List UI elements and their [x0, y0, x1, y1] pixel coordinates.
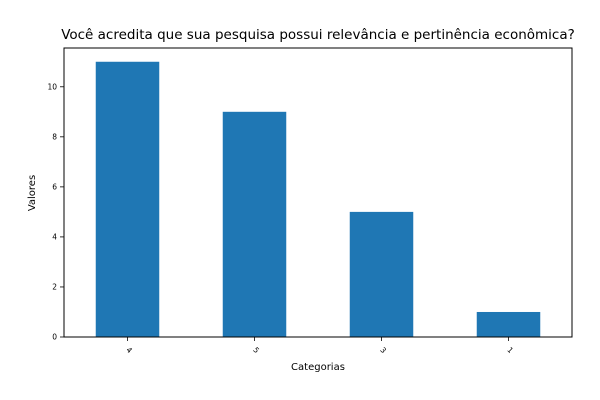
y-axis-ticks: 0 2 4 6 8 10 [47, 82, 64, 342]
y-tick-label: 4 [52, 233, 57, 242]
bar-5 [222, 111, 287, 337]
x-axis-label: Categorias [291, 362, 345, 373]
y-tick-label: 2 [52, 283, 57, 292]
x-tick-label: 1 [505, 345, 515, 355]
x-tick-label: 3 [378, 345, 388, 355]
bar-4 [95, 61, 160, 338]
x-tick-label: 5 [251, 345, 261, 355]
bars-group [95, 61, 541, 338]
chart-title: Você acredita que sua pesquisa possui re… [61, 27, 575, 43]
y-tick-label: 6 [52, 183, 57, 192]
y-tick-label: 8 [52, 133, 57, 142]
bar-3 [349, 211, 414, 337]
x-axis-ticks: 4 5 3 1 [124, 337, 515, 355]
bar-1 [476, 311, 541, 337]
y-tick-label: 10 [47, 82, 57, 91]
x-tick-label: 4 [124, 345, 134, 355]
y-axis-label: Valores [27, 175, 38, 211]
y-tick-label: 0 [52, 333, 57, 342]
plot-frame [63, 47, 573, 338]
